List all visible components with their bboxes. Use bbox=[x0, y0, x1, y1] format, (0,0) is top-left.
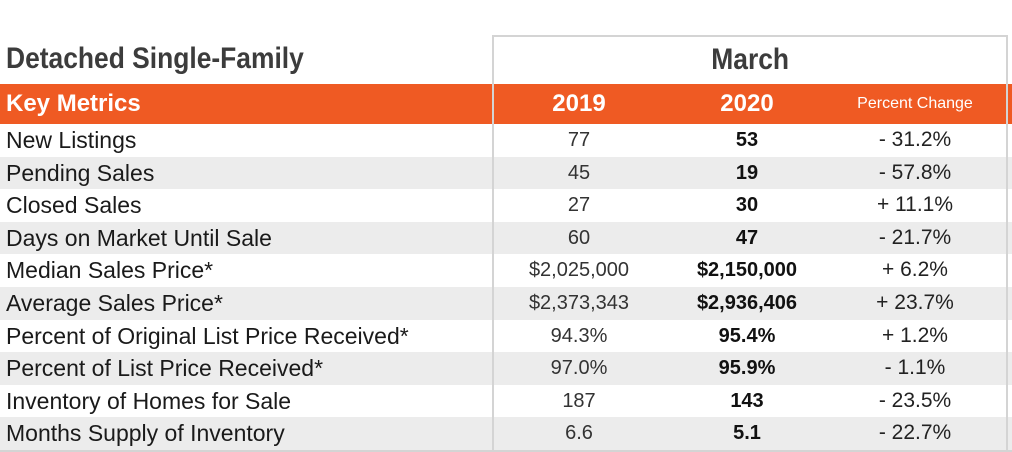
metric-label: New Listings bbox=[6, 127, 137, 153]
table-row: Median Sales Price* $2,025,000 $2,150,000 +… bbox=[0, 254, 1012, 287]
percent-change: - 31.2% bbox=[878, 128, 952, 151]
value-2020: $2,936,406 bbox=[696, 291, 798, 314]
value-2019: 60 bbox=[567, 226, 591, 249]
table-bottom-line bbox=[0, 450, 1012, 452]
value-2020: 53 bbox=[735, 129, 759, 151]
period-title: March bbox=[494, 36, 1006, 84]
value-2019: 187 bbox=[562, 389, 596, 412]
percent-change: + 6.2% bbox=[882, 258, 948, 282]
value-2020: 30 bbox=[735, 194, 759, 217]
frame-top-line bbox=[492, 35, 1008, 37]
table-row: Average Sales Price* $2,373,343 $2,936,406… bbox=[0, 286, 1012, 320]
percent-change: - 23.5% bbox=[878, 388, 952, 412]
table-row: Days on Market Until Sale 60 47 - 21.7% bbox=[0, 221, 1012, 255]
header-bar: Key Metrics 2019 2020 Percent Change bbox=[0, 84, 1012, 124]
percent-change: + 1.2% bbox=[882, 323, 948, 347]
header-year-2019: 2019 bbox=[552, 90, 606, 117]
title-row: Detached Single-Family March bbox=[0, 36, 1012, 84]
value-2019: 77 bbox=[567, 129, 591, 151]
percent-change: - 1.1% bbox=[884, 356, 946, 380]
column-divider bbox=[492, 36, 494, 452]
table-row: Closed Sales 27 30 + 11.1% bbox=[0, 189, 1012, 222]
value-2020: 95.4% bbox=[718, 324, 776, 347]
value-2019: $2,373,343 bbox=[528, 291, 630, 314]
metric-label: Closed Sales bbox=[6, 192, 142, 219]
data-rows: New Listings 77 53 - 31.2% Pending Sales 45 19… bbox=[0, 124, 1012, 450]
category-title: Detached Single-Family bbox=[6, 42, 304, 75]
table-row: Percent of List Price Received* 97.0% 95.9… bbox=[0, 352, 1012, 385]
table-row: Percent of Original List Price Received*… bbox=[0, 320, 1012, 353]
value-2019: $2,025,000 bbox=[528, 259, 630, 282]
table-row: Months Supply of Inventory 6.6 5.1 - 22.7% bbox=[0, 417, 1012, 450]
percent-change: - 21.7% bbox=[878, 225, 952, 249]
column-divider bbox=[1006, 36, 1008, 452]
metric-label: Average Sales Price* bbox=[6, 289, 223, 316]
percent-change: + 11.1% bbox=[876, 193, 954, 217]
metric-label: Pending Sales bbox=[6, 159, 155, 186]
metric-label: Percent of List Price Received* bbox=[6, 355, 324, 382]
percent-change: - 22.7% bbox=[878, 421, 952, 445]
metric-label: Days on Market Until Sale bbox=[6, 224, 272, 251]
value-2019: 6.6 bbox=[565, 422, 593, 445]
metric-label: Months Supply of Inventory bbox=[6, 420, 285, 447]
value-2019: 94.3% bbox=[550, 324, 608, 347]
percent-change: + 23.7% bbox=[876, 290, 954, 314]
percent-change: - 57.8% bbox=[878, 160, 952, 184]
table-row: Inventory of Homes for Sale 187 143 - 23.5% bbox=[0, 385, 1012, 418]
value-2019: 27 bbox=[567, 194, 591, 217]
value-2020: 95.9% bbox=[718, 357, 776, 380]
value-2020: 19 bbox=[735, 161, 759, 184]
period-title-text: March bbox=[711, 43, 789, 76]
header-percent-change: Percent Change bbox=[857, 95, 973, 112]
header-key-metrics: Key Metrics bbox=[6, 90, 141, 117]
value-2019: 97.0% bbox=[550, 357, 608, 380]
value-2020: 5.1 bbox=[733, 422, 761, 445]
metric-label: Inventory of Homes for Sale bbox=[6, 387, 292, 414]
metric-label: Percent of Original List Price Received* bbox=[6, 322, 409, 349]
value-2020: 143 bbox=[730, 389, 764, 412]
table-row: New Listings 77 53 - 31.2% bbox=[0, 124, 1012, 157]
header-year-2020: 2020 bbox=[720, 90, 774, 117]
metric-label: Median Sales Price* bbox=[6, 257, 214, 284]
value-2020: $2,150,000 bbox=[696, 259, 798, 282]
value-2020: 47 bbox=[735, 226, 759, 249]
value-2019: 45 bbox=[567, 161, 591, 184]
table-row: Pending Sales 45 19 - 57.8% bbox=[0, 156, 1012, 190]
